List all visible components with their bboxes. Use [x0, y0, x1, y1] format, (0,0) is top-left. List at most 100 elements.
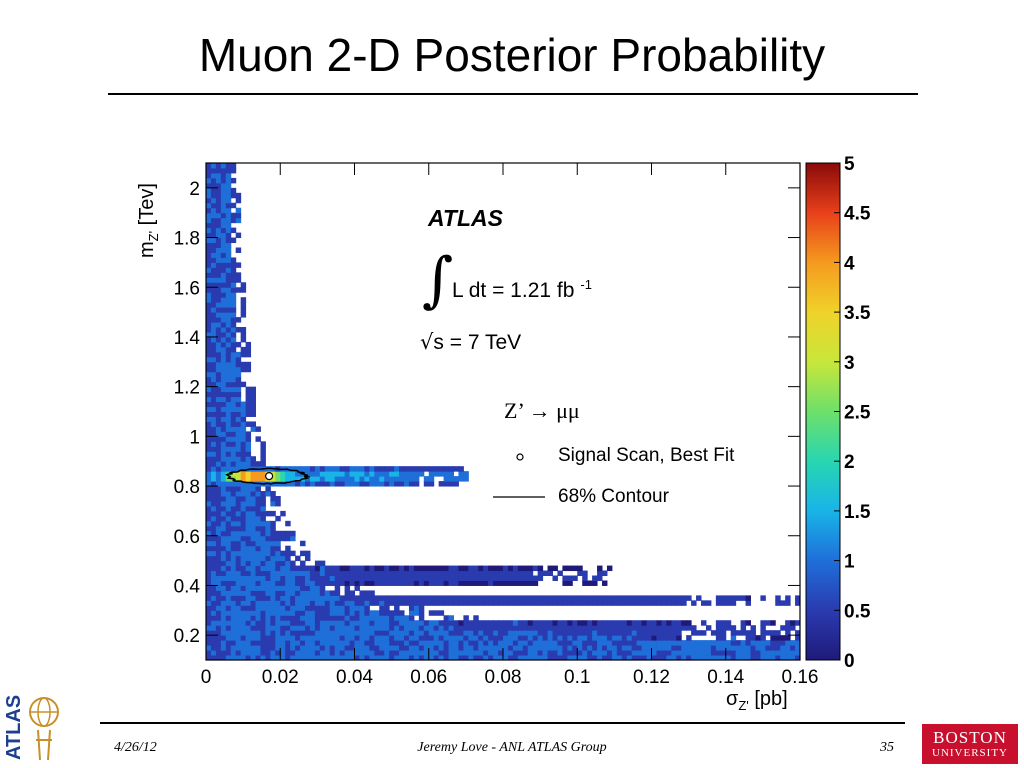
x-tick-label: 0.04 — [336, 667, 373, 688]
heatmap-cell — [463, 655, 469, 660]
heatmap-cell — [270, 615, 276, 621]
heatmap-cell — [230, 595, 237, 601]
heatmap-cell — [537, 620, 544, 626]
heatmap-cell — [235, 287, 242, 293]
heatmap-cell — [210, 272, 217, 278]
heatmap-cell — [235, 391, 242, 398]
heatmap-cell — [507, 620, 514, 626]
heatmap-cell — [250, 620, 256, 626]
heatmap-cell — [319, 650, 326, 656]
heatmap-cell — [478, 630, 484, 636]
heatmap-cell — [413, 595, 420, 601]
heatmap-cell — [463, 620, 469, 626]
heatmap-cell — [280, 640, 286, 646]
heatmap-cell — [413, 481, 420, 487]
heatmap-cell — [780, 625, 786, 631]
heatmap-cell — [250, 426, 256, 432]
atlas-logo: ATLAS — [3, 695, 59, 761]
heatmap-cell — [206, 461, 212, 467]
heatmap-cell — [433, 645, 440, 651]
heatmap-cell — [547, 630, 553, 636]
heatmap-cell — [379, 655, 385, 660]
heatmap-cell — [230, 341, 237, 348]
heatmap-cell — [225, 535, 232, 542]
heatmap-cell — [245, 580, 252, 586]
heatmap-cell — [280, 550, 286, 557]
heatmap-cell — [790, 625, 796, 631]
heatmap-cell — [512, 575, 519, 581]
heatmap-cell — [349, 645, 355, 651]
heatmap-cell — [206, 341, 212, 348]
heatmap-cell — [305, 645, 311, 651]
heatmap-cell — [686, 625, 692, 631]
heatmap-cell — [394, 635, 400, 641]
heatmap-cell — [220, 252, 227, 258]
heatmap-cell — [339, 605, 346, 611]
heatmap-cell — [379, 620, 385, 626]
heatmap-cell — [265, 585, 271, 591]
heatmap-cell — [359, 610, 365, 616]
heatmap-cell — [389, 655, 395, 660]
heatmap-cell — [651, 630, 657, 636]
atlas-figure-icon — [36, 729, 52, 761]
heatmap-cell — [394, 625, 400, 631]
heatmap-cell — [423, 620, 430, 626]
heatmap-cell — [676, 635, 682, 641]
heatmap-cell — [215, 530, 222, 537]
heatmap-cell — [275, 555, 281, 562]
heatmap-cell — [552, 575, 558, 581]
heatmap-cell — [206, 451, 212, 457]
heatmap-cell — [775, 655, 781, 660]
heatmap-cell — [547, 625, 553, 631]
heatmap-cell — [408, 605, 415, 611]
heatmap-cell — [314, 605, 321, 611]
heatmap-cell — [408, 625, 415, 631]
heatmap-cell — [230, 212, 237, 219]
heatmap-cell — [210, 645, 217, 651]
heatmap-cell — [235, 247, 242, 253]
heatmap-cell — [240, 570, 247, 577]
heatmap-cell — [701, 630, 707, 636]
heatmap-cell — [280, 635, 286, 641]
heatmap-cell — [295, 635, 301, 641]
heatmap-cell — [408, 580, 415, 586]
heatmap-cell — [210, 351, 217, 358]
heatmap-cell — [319, 575, 326, 581]
heatmap-cell — [215, 376, 222, 383]
heatmap-cell — [230, 491, 237, 497]
heatmap-cell — [453, 625, 459, 631]
heatmap-cell — [215, 277, 222, 283]
heatmap-cell — [448, 471, 454, 477]
heatmap-cell — [547, 565, 553, 572]
heatmap-cell — [206, 635, 212, 641]
heatmap-cell — [324, 635, 331, 641]
heatmap-cell — [230, 481, 237, 487]
heatmap-cell — [597, 635, 603, 641]
heatmap-cell — [458, 466, 464, 472]
heatmap-cell — [230, 441, 237, 447]
heatmap-cell — [260, 605, 266, 611]
heatmap-cell — [220, 436, 227, 442]
heatmap-cell — [235, 580, 242, 586]
heatmap-cell — [285, 605, 291, 611]
heatmap-cell — [582, 650, 588, 656]
heatmap-cell — [235, 197, 242, 204]
heatmap-cell — [394, 600, 400, 606]
heatmap-cell — [567, 645, 573, 651]
heatmap-cell — [230, 650, 237, 656]
heatmap-cell — [344, 655, 351, 660]
heatmap-cell — [210, 312, 217, 318]
heatmap-cell — [646, 630, 652, 636]
heatmap-cell — [240, 282, 247, 288]
heatmap-cell — [488, 620, 494, 626]
heatmap-cell — [681, 620, 687, 626]
z-tick-label: 5 — [844, 154, 855, 175]
heatmap-cell — [220, 650, 227, 656]
heatmap-cell — [418, 605, 425, 611]
legend-entry-best-fit: Signal Scan, Best Fit — [558, 445, 735, 466]
heatmap-cell — [305, 590, 311, 596]
heatmap-cell — [230, 540, 237, 547]
heatmap-cell — [399, 481, 405, 487]
heatmap-cell — [448, 476, 454, 482]
heatmap-cell — [270, 476, 276, 482]
